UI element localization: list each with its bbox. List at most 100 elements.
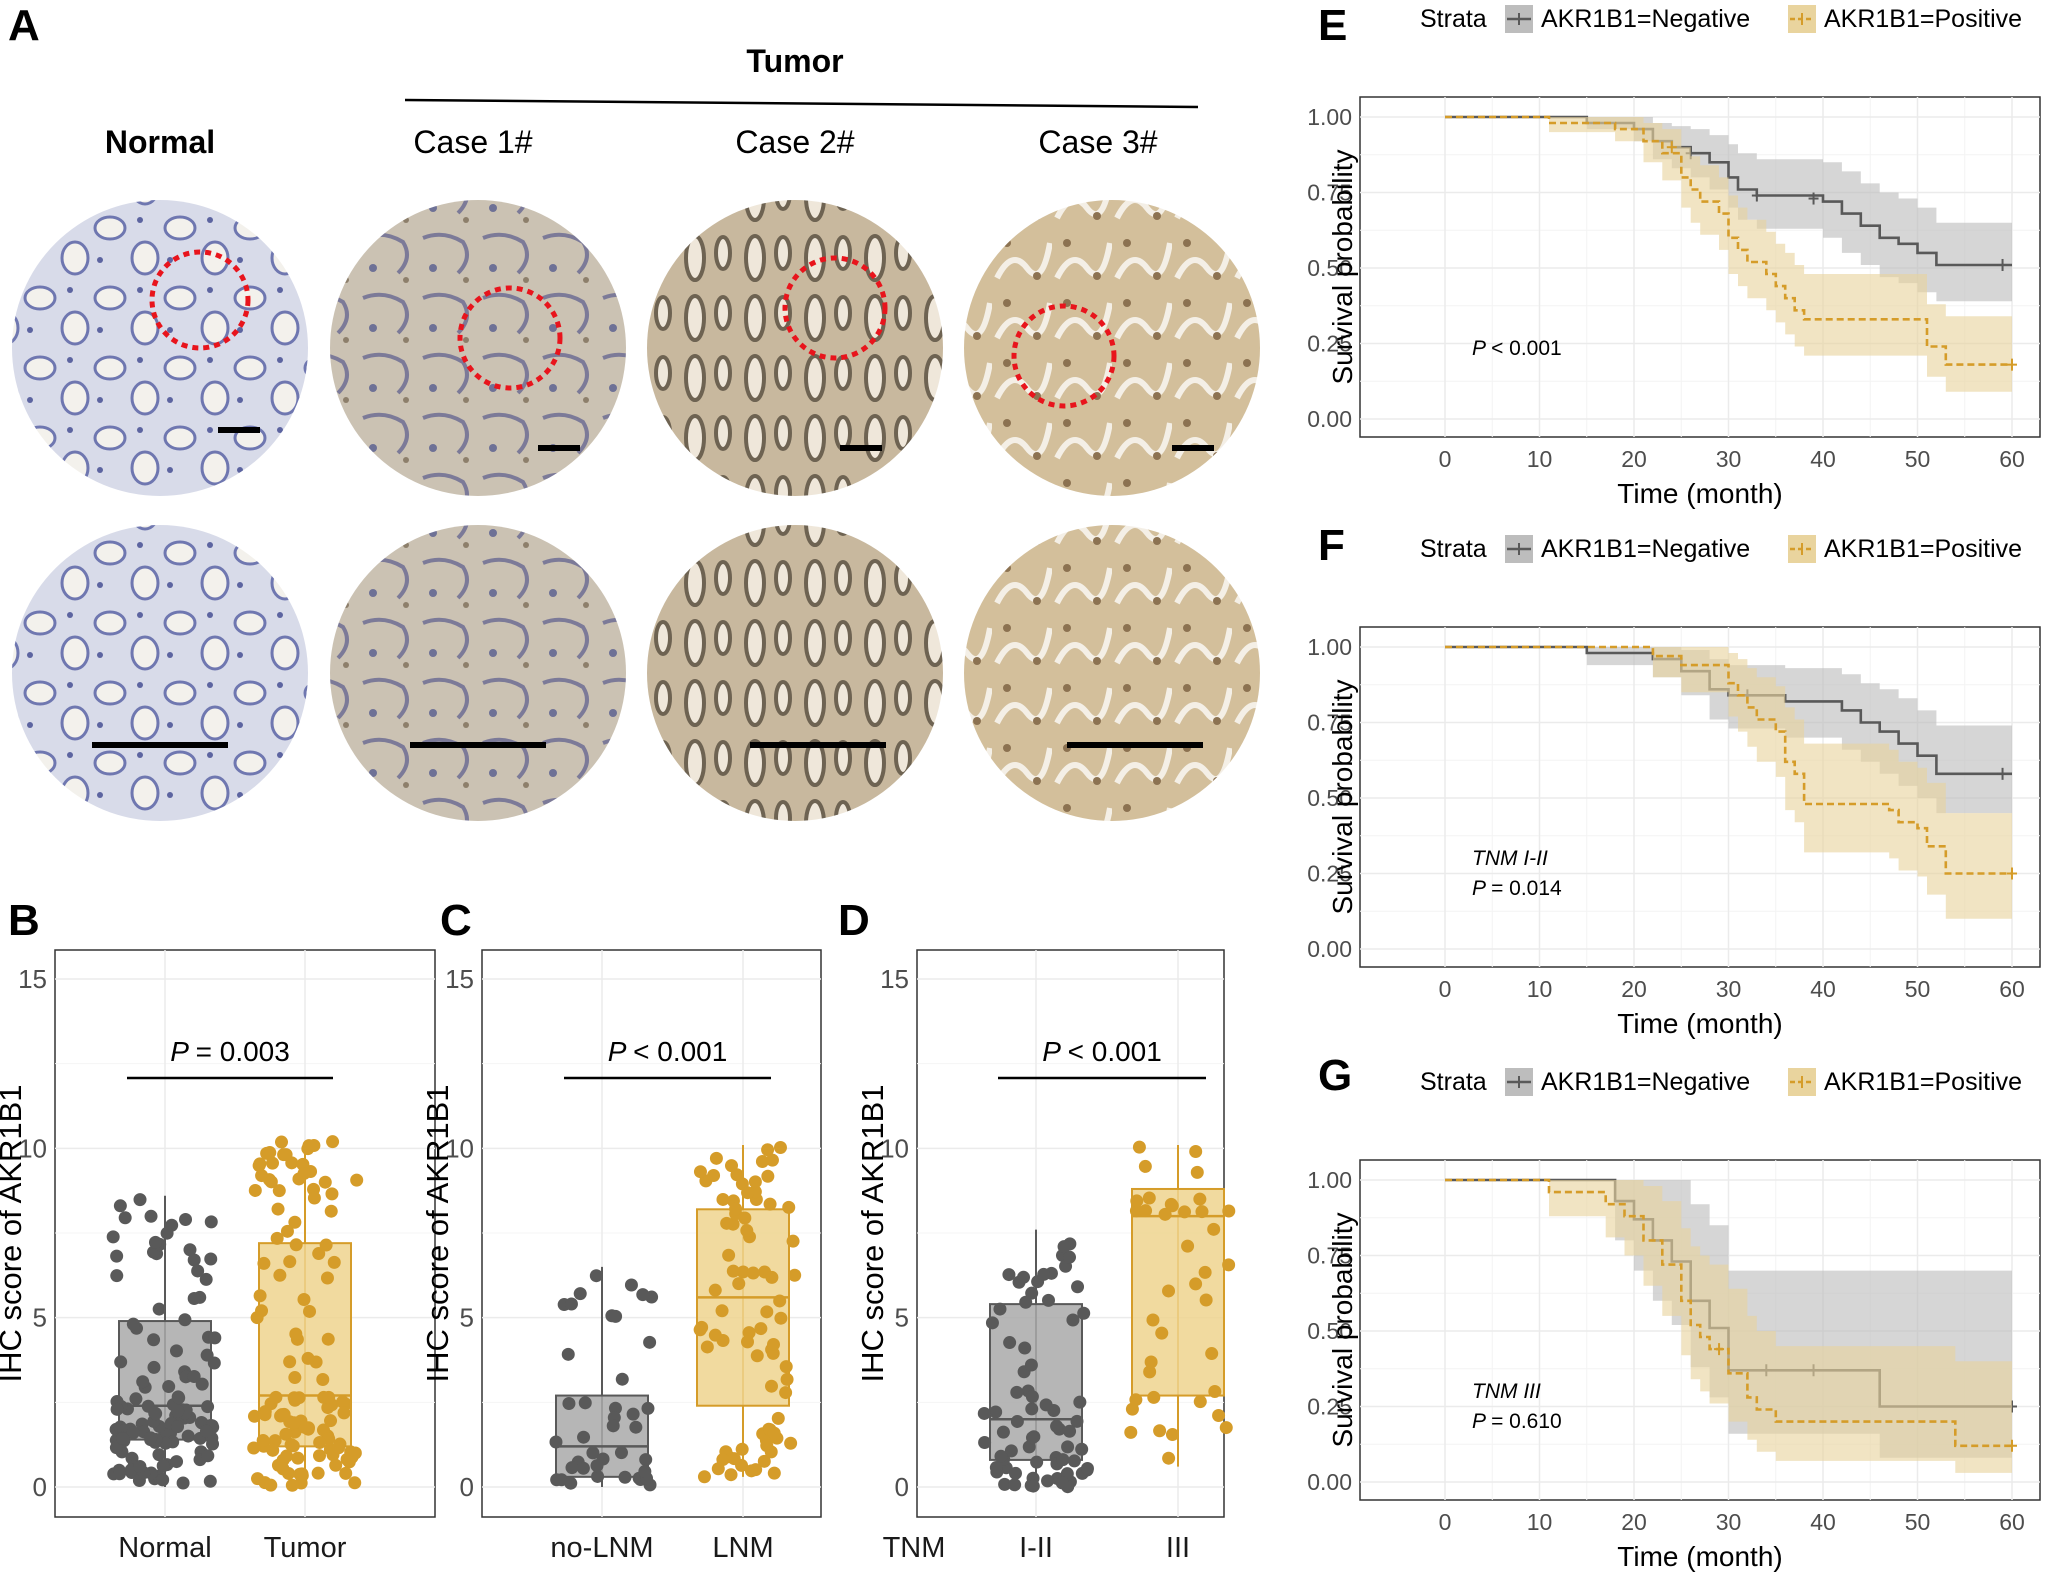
data-point xyxy=(336,1395,350,1409)
data-point xyxy=(321,1332,335,1346)
data-point xyxy=(748,1175,762,1189)
box-body xyxy=(696,1208,790,1407)
data-point xyxy=(1219,1421,1233,1435)
data-point xyxy=(1063,1424,1077,1438)
box-body xyxy=(258,1242,352,1448)
data-point xyxy=(201,1400,215,1414)
data-point xyxy=(1070,1414,1084,1428)
x-axis-label: Time (month) xyxy=(1617,1541,1782,1572)
data-point xyxy=(767,1426,781,1440)
data-point xyxy=(643,1335,657,1349)
data-point xyxy=(316,1373,330,1387)
ci-band-positive xyxy=(1445,117,2012,392)
data-point xyxy=(1071,1280,1085,1294)
data-point xyxy=(724,1468,738,1482)
p-value: = 0.014 xyxy=(1491,877,1562,900)
data-point xyxy=(994,1449,1008,1463)
panel-label-b: B xyxy=(8,896,40,945)
p-value-annotation: P = 0.610 xyxy=(1472,1410,1562,1433)
data-point xyxy=(255,1169,269,1183)
data-point xyxy=(339,1466,353,1480)
data-point xyxy=(755,1154,769,1168)
data-point xyxy=(263,1146,277,1160)
data-point xyxy=(1061,1440,1075,1454)
y-axis-label: Survival probability xyxy=(1327,680,1358,915)
x-tick-label: 60 xyxy=(1999,446,2025,472)
data-point xyxy=(110,1269,124,1283)
data-point xyxy=(271,1202,285,1216)
data-point xyxy=(247,1409,261,1423)
y-tick-label: 0.00 xyxy=(1307,1469,1352,1495)
data-point xyxy=(113,1199,127,1213)
data-point xyxy=(998,1477,1012,1491)
y-tick-label: 10 xyxy=(445,1133,474,1163)
data-point xyxy=(324,1414,338,1428)
data-point xyxy=(162,1380,176,1394)
data-point xyxy=(301,1351,315,1365)
data-point xyxy=(273,1268,287,1282)
data-point xyxy=(337,1406,351,1420)
p-value-annotation: P < 0.001 xyxy=(1472,337,1562,360)
y-tick-label: 0.00 xyxy=(1307,406,1352,432)
data-point xyxy=(700,1340,714,1354)
data-point xyxy=(136,1375,150,1389)
x-tick-label: 50 xyxy=(1905,976,1931,1002)
legend-title: Strata xyxy=(1420,5,1487,33)
data-point xyxy=(297,1292,311,1306)
data-point xyxy=(1222,1204,1236,1218)
data-point xyxy=(746,1266,760,1280)
data-point xyxy=(287,1416,301,1430)
col-header-normal: Normal xyxy=(105,124,215,160)
ihc-core-case3-low xyxy=(964,200,1260,496)
p-symbol: P xyxy=(170,1036,195,1067)
data-point xyxy=(156,1459,170,1473)
box-chart-d: D 0 5 10 15 IHC score of AKR1B1 I-II III TNM P < … xyxy=(838,896,1236,1564)
x-tick-label: 0 xyxy=(1439,1509,1452,1535)
data-point xyxy=(253,1157,267,1171)
p-symbol: P xyxy=(1042,1036,1067,1067)
data-point xyxy=(248,1183,262,1197)
data-point xyxy=(270,1231,284,1245)
x-tick-label: 40 xyxy=(1810,446,1836,472)
col-header-case3: Case 3# xyxy=(1038,124,1157,160)
data-point xyxy=(1063,1250,1077,1264)
ihc-core-case1-low xyxy=(330,200,626,496)
data-point xyxy=(766,1338,780,1352)
data-point xyxy=(697,1470,711,1484)
data-point xyxy=(549,1435,563,1449)
data-point xyxy=(265,1156,279,1170)
y-tick-label: 0.75 xyxy=(1307,1243,1352,1269)
data-point xyxy=(318,1175,332,1189)
data-point xyxy=(695,1320,709,1334)
data-point xyxy=(1080,1461,1094,1475)
data-point xyxy=(148,1235,162,1249)
data-point xyxy=(578,1396,592,1410)
data-point xyxy=(1189,1277,1203,1291)
legend-title: Strata xyxy=(1420,535,1487,563)
data-point xyxy=(1165,1428,1179,1442)
box-panels: B 0 5 10 15 IHC score of AKR1B1 Normal Tumor P =… xyxy=(0,896,1236,1564)
x-tick-label: 30 xyxy=(1716,446,1742,472)
data-point xyxy=(144,1431,158,1445)
x-tick-label: 50 xyxy=(1905,1509,1931,1535)
x-tick-label: I-II xyxy=(1019,1532,1053,1564)
ci-band-negative xyxy=(1445,647,2012,814)
panel-label-a: A xyxy=(8,1,40,50)
data-point xyxy=(324,1204,338,1218)
x-axis-prefix: TNM xyxy=(883,1532,946,1564)
data-point xyxy=(126,1426,140,1440)
data-point xyxy=(286,1439,300,1453)
y-tick-label: 15 xyxy=(445,964,474,994)
data-point xyxy=(288,1215,302,1229)
data-point xyxy=(179,1213,193,1227)
data-point xyxy=(1018,1341,1032,1355)
data-point xyxy=(149,1407,163,1421)
legend-title: Strata xyxy=(1420,1068,1487,1096)
ihc-core-case2-high xyxy=(647,525,943,821)
data-point xyxy=(573,1287,587,1301)
data-point xyxy=(199,1424,213,1438)
data-point xyxy=(1193,1192,1207,1206)
data-point xyxy=(1010,1385,1024,1399)
data-point xyxy=(565,1461,579,1475)
